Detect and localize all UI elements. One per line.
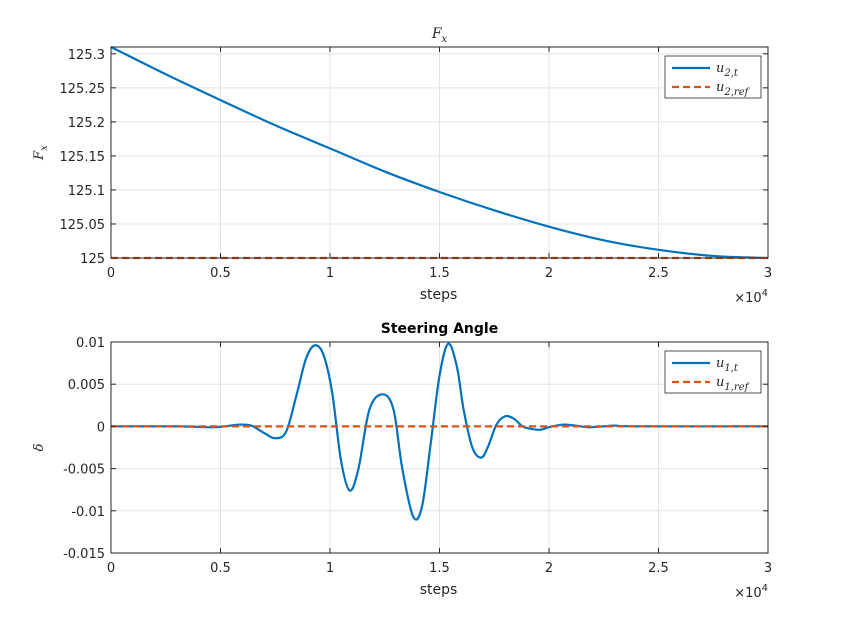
legend-entry-2: u1,ref bbox=[716, 375, 751, 393]
x-tick-label: 0 bbox=[107, 266, 115, 281]
label-subscript: 1,t bbox=[724, 363, 739, 374]
y-axis-label: δ bbox=[32, 443, 47, 451]
label-base: F bbox=[431, 26, 443, 42]
y-tick-label: 125.15 bbox=[60, 150, 106, 165]
y-tick-label: 125.25 bbox=[60, 82, 106, 97]
x-tick-label: 2.5 bbox=[648, 266, 669, 281]
label-subscript: 2,ref bbox=[723, 87, 750, 98]
x-exponent-power: 4 bbox=[762, 583, 768, 594]
label-base: u bbox=[716, 375, 724, 390]
x-tick-label: 1 bbox=[326, 266, 334, 281]
label-base: u bbox=[716, 80, 724, 95]
legend-entry-2: u2,ref bbox=[716, 80, 751, 98]
y-tick-label: 125.2 bbox=[68, 116, 105, 131]
chart-fx: 0 0.5 1 1.5 2 2.5 3 125 125.05 125.1 125.15 125.2 12… bbox=[32, 26, 772, 306]
x-tick-label: 3 bbox=[764, 266, 772, 281]
x-tick-label: 0 bbox=[107, 561, 115, 576]
y-tick-label: -0.01 bbox=[71, 505, 105, 520]
x-tick-label: 2 bbox=[545, 561, 553, 576]
chart-delta: 0 0.5 1 1.5 2 2.5 3 -0.015 -0.01 -0.005 0 0.005 0.01… bbox=[32, 321, 772, 601]
x-tick-label: 1.5 bbox=[429, 266, 450, 281]
legend: u1,tu1,ref bbox=[664, 350, 762, 394]
x-axis-label: steps bbox=[420, 287, 458, 303]
x-tick-label: 2.5 bbox=[648, 561, 669, 576]
legend-box bbox=[664, 55, 762, 99]
y-axis-label: Fx bbox=[32, 145, 50, 161]
label-subscript: 2,t bbox=[723, 68, 739, 79]
x-tick-label: 0.5 bbox=[210, 561, 231, 576]
chart-title: Steering Angle bbox=[381, 321, 498, 337]
series-line-1 bbox=[110, 46, 769, 260]
x-tick-label: 1 bbox=[326, 561, 334, 576]
legend-entry-1: u2,t bbox=[716, 61, 739, 79]
series-line-1 bbox=[110, 342, 769, 521]
y-tick-label: 0.005 bbox=[68, 378, 105, 393]
label-base: F bbox=[32, 150, 47, 161]
legend: u2,tu2,ref bbox=[664, 55, 762, 99]
label-base: u bbox=[716, 356, 724, 371]
y-tick-label: 125 bbox=[80, 252, 105, 267]
label-base: u bbox=[716, 61, 724, 76]
x-exponent-power: 4 bbox=[762, 288, 768, 299]
x-exponent-label: ×104 bbox=[734, 583, 768, 601]
y-tick-label: 0.01 bbox=[76, 336, 105, 351]
legend-entry-1: u1,t bbox=[716, 356, 739, 374]
x-tick-label: 3 bbox=[764, 561, 772, 576]
label-subscript: x bbox=[442, 34, 448, 45]
x-tick-label: 2 bbox=[545, 266, 553, 281]
x-axis-label: steps bbox=[420, 582, 458, 598]
label-base: δ bbox=[32, 443, 47, 451]
label-subscript: 1,ref bbox=[724, 382, 750, 393]
y-tick-label: -0.005 bbox=[63, 463, 105, 478]
y-tick-label: -0.015 bbox=[63, 547, 105, 562]
y-tick-label: 125.3 bbox=[68, 48, 105, 63]
y-tick-label: 125.1 bbox=[68, 184, 105, 199]
x-exponent-base: ×10 bbox=[734, 586, 761, 601]
y-tick-label: 125.05 bbox=[60, 218, 106, 233]
x-exponent-base: ×10 bbox=[734, 291, 761, 306]
x-tick-label: 1.5 bbox=[429, 561, 450, 576]
legend-box bbox=[664, 350, 762, 394]
chart-title: Fx bbox=[431, 26, 448, 45]
x-exponent-label: ×104 bbox=[734, 288, 768, 306]
label-subscript: x bbox=[39, 145, 50, 151]
y-tick-label: 0 bbox=[97, 420, 105, 435]
label-base: Steering Angle bbox=[381, 321, 498, 337]
x-tick-label: 0.5 bbox=[210, 266, 231, 281]
